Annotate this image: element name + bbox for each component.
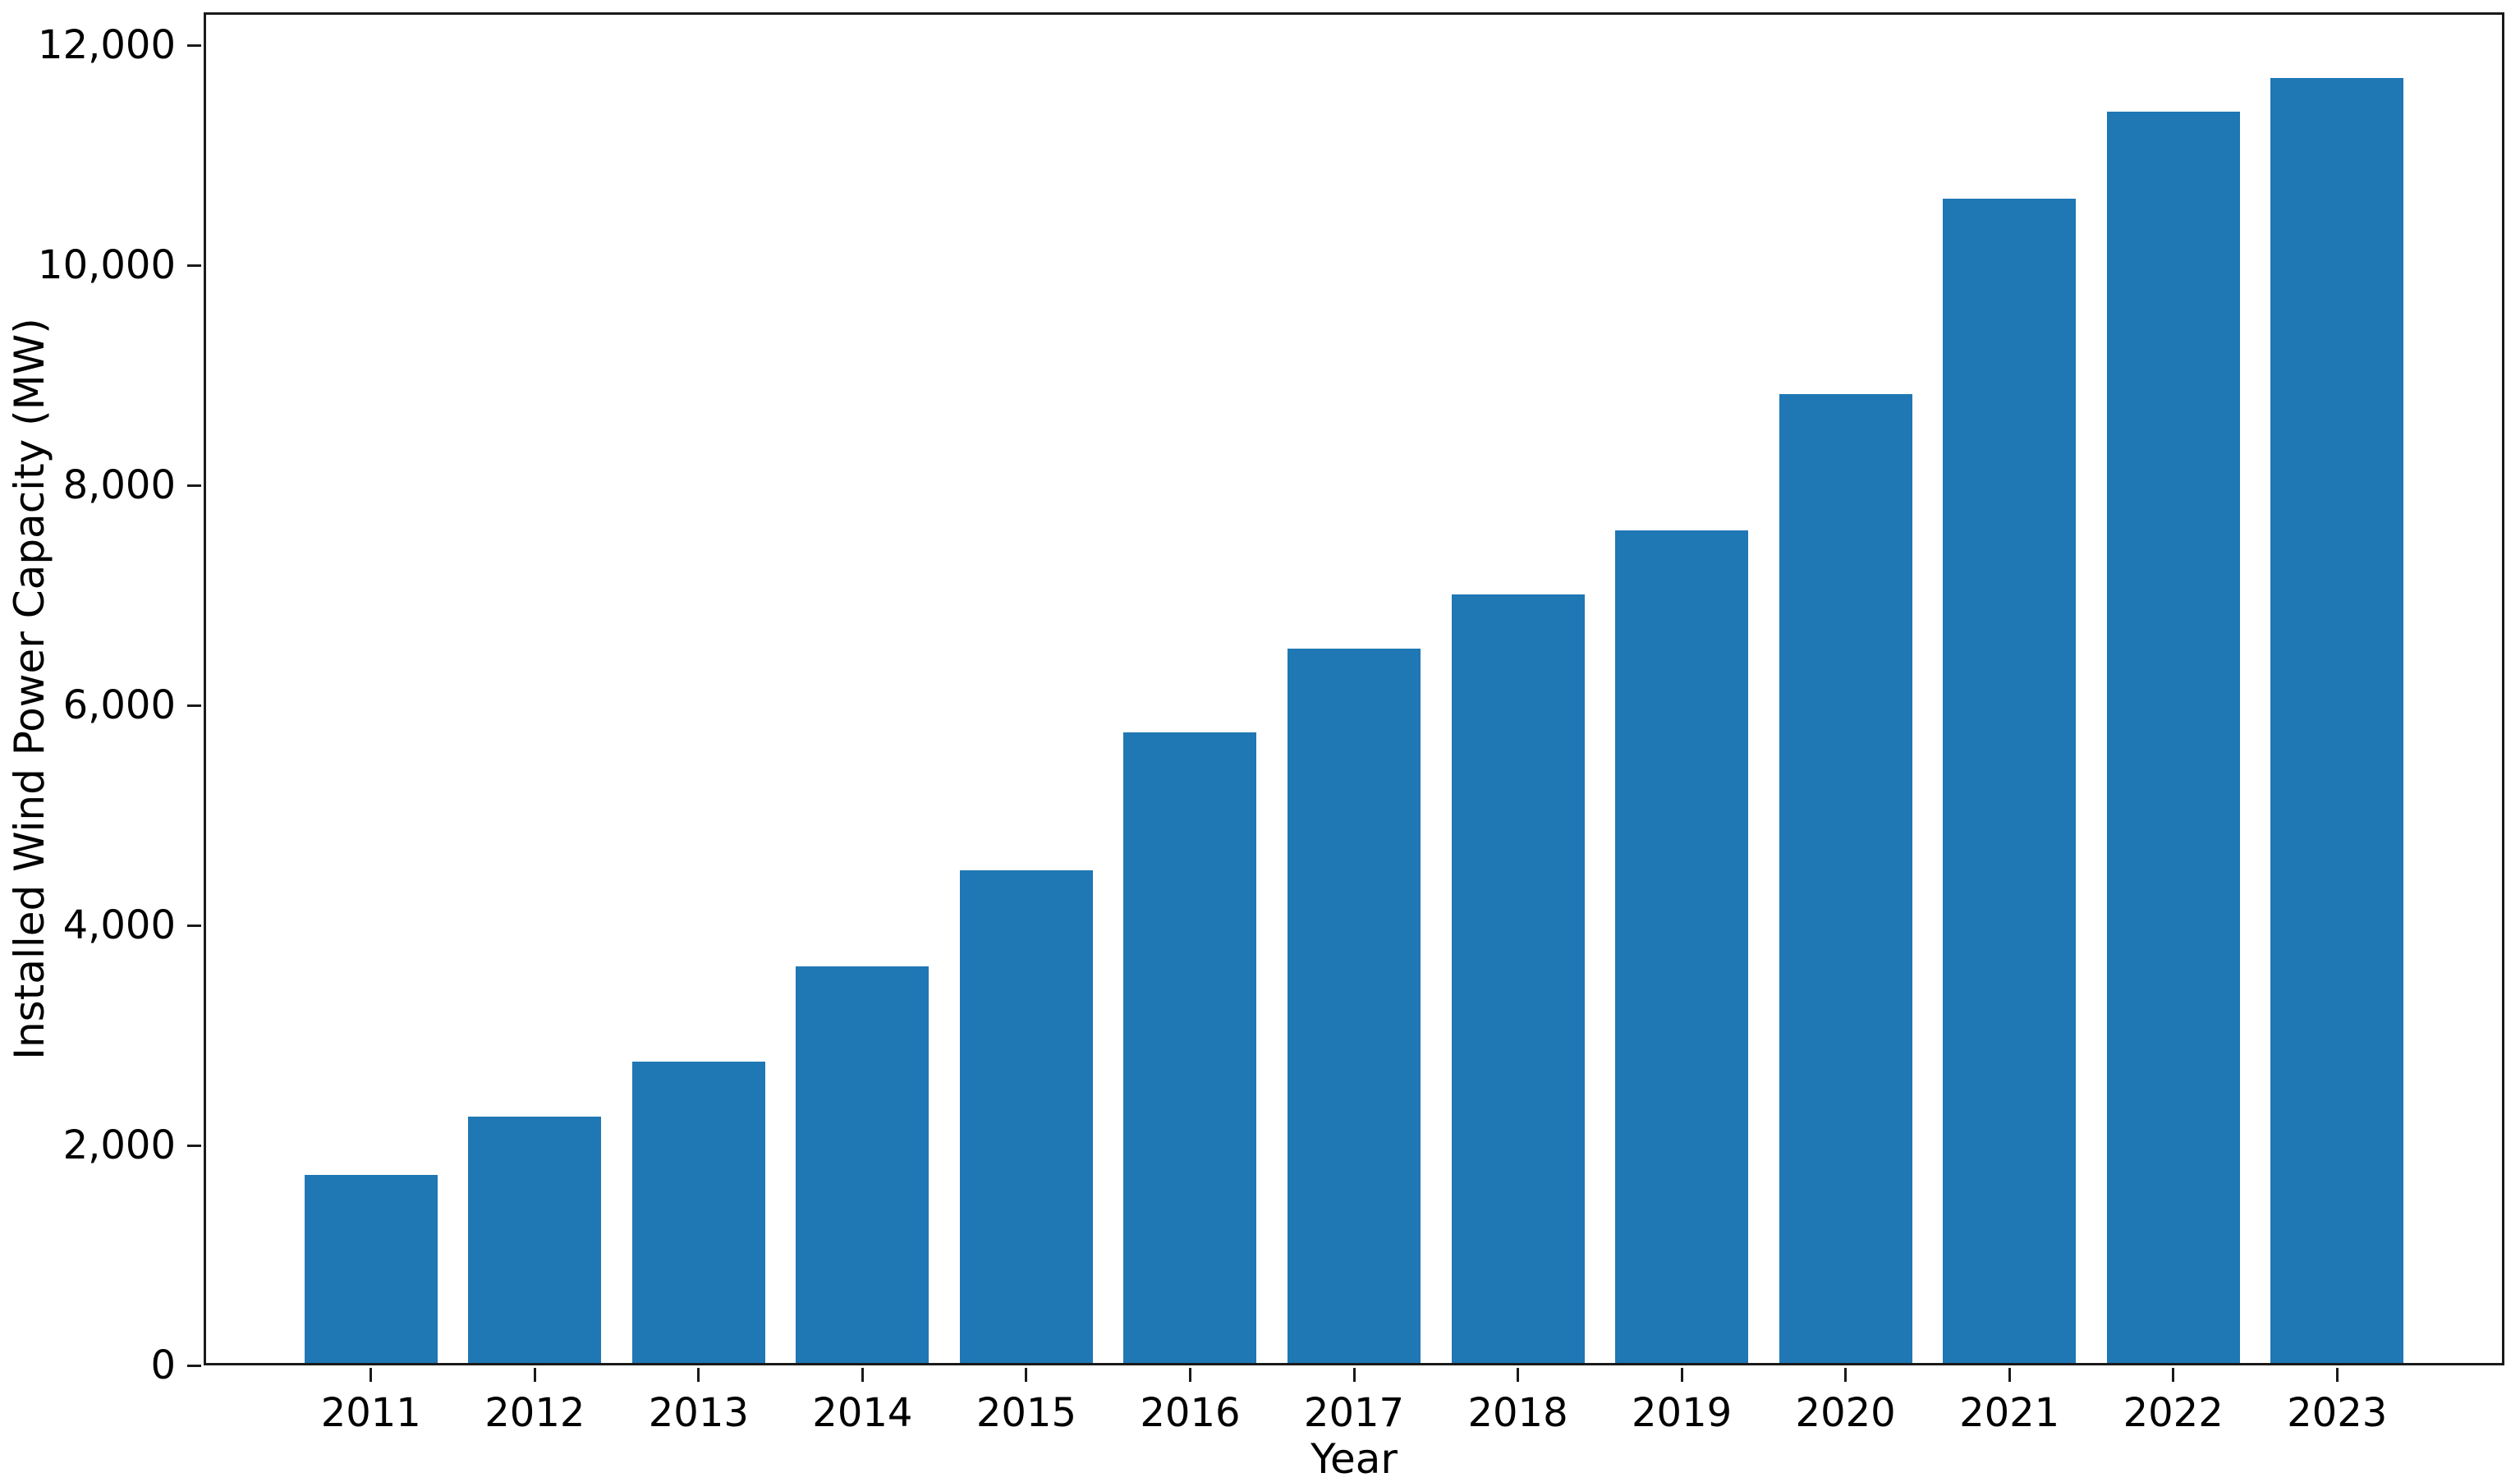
y-tick-label-8000: 8,000: [62, 462, 176, 509]
bar-2018: [1451, 594, 1585, 1365]
x-tick-mark-2022: [2172, 1368, 2175, 1382]
x-tick-mark-2021: [2008, 1368, 2011, 1382]
y-tick-label-4000: 4,000: [62, 902, 176, 949]
y-tick-label-6000: 6,000: [62, 682, 176, 729]
x-tick-label-2012: 2012: [484, 1390, 585, 1436]
bars-container: [204, 12, 2504, 1365]
bar-2021: [1943, 198, 2077, 1365]
y-tick-mark-12000: [187, 44, 201, 47]
x-tick-label-2023: 2023: [2287, 1390, 2388, 1436]
y-tick-label-2000: 2,000: [62, 1122, 176, 1169]
bar-2023: [2270, 77, 2404, 1365]
y-tick-mark-0: [187, 1364, 201, 1367]
x-tick-label-2018: 2018: [1467, 1390, 1568, 1436]
y-tick-mark-4000: [187, 924, 201, 927]
x-tick-mark-2012: [533, 1368, 536, 1382]
bar-2011: [304, 1175, 438, 1365]
axis-spine-bottom: [204, 1363, 2504, 1365]
x-tick-mark-2020: [1844, 1368, 1848, 1382]
x-tick-label-2017: 2017: [1303, 1390, 1405, 1436]
x-tick-label-2022: 2022: [2123, 1390, 2224, 1436]
y-tick-label-0: 0: [150, 1342, 176, 1388]
x-tick-mark-2019: [1680, 1368, 1683, 1382]
y-tick-label-12000: 12,000: [38, 22, 176, 69]
bar-2019: [1615, 530, 1749, 1365]
x-tick-label-2016: 2016: [1140, 1390, 1241, 1436]
x-tick-mark-2023: [2335, 1368, 2339, 1382]
x-tick-mark-2013: [697, 1368, 700, 1382]
y-tick-mark-2000: [187, 1144, 201, 1147]
x-axis-label: Year: [1310, 1435, 1398, 1482]
x-tick-mark-2016: [1188, 1368, 1191, 1382]
bar-2014: [796, 966, 930, 1365]
x-tick-mark-2011: [370, 1368, 373, 1382]
axis-spine-top: [204, 12, 2504, 15]
x-tick-label-2020: 2020: [1795, 1390, 1896, 1436]
bar-2016: [1123, 732, 1257, 1365]
bar-2020: [1779, 393, 1912, 1365]
axis-spine-left: [204, 12, 206, 1365]
bar-2022: [2106, 112, 2240, 1365]
bar-2017: [1288, 648, 1421, 1365]
x-tick-label-2011: 2011: [320, 1390, 421, 1436]
y-tick-mark-6000: [187, 704, 201, 707]
bar-2015: [959, 869, 1093, 1365]
x-tick-label-2021: 2021: [1959, 1390, 2060, 1436]
x-tick-mark-2018: [1517, 1368, 1520, 1382]
x-tick-label-2015: 2015: [975, 1390, 1076, 1436]
bar-2012: [468, 1117, 602, 1365]
x-tick-label-2013: 2013: [648, 1390, 749, 1436]
bar-2013: [631, 1062, 765, 1365]
y-tick-label-10000: 10,000: [38, 242, 176, 289]
x-tick-mark-2014: [861, 1368, 864, 1382]
x-tick-label-2014: 2014: [812, 1390, 913, 1436]
axis-spine-right: [2502, 12, 2504, 1365]
y-tick-mark-10000: [187, 264, 201, 267]
y-tick-mark-8000: [187, 484, 201, 487]
x-tick-mark-2015: [1025, 1368, 1028, 1382]
x-tick-label-2019: 2019: [1631, 1390, 1733, 1436]
plot-area: 0 2,000 4,000 6,000 8,000 10,000 12,000 2011 20…: [38, 12, 2504, 1436]
x-tick-mark-2017: [1352, 1368, 1356, 1382]
